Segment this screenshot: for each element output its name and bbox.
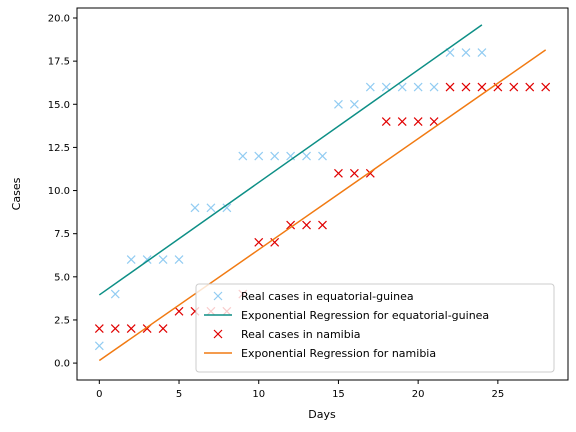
- legend-marker-swatch: [213, 291, 223, 301]
- regression-line-1: [98, 24, 483, 296]
- data-point-series-2: [318, 220, 327, 230]
- y-tick-label: 15.0: [48, 100, 70, 111]
- data-point-series-2: [429, 117, 439, 126]
- x-tick-label: 0: [96, 389, 102, 400]
- y-tick-label: 17.5: [48, 57, 70, 68]
- data-point-series-2: [110, 324, 120, 334]
- data-point-series-0: [477, 48, 487, 57]
- data-point-series-0: [349, 99, 359, 109]
- data-point-series-2: [397, 117, 407, 126]
- data-point-series-2: [94, 324, 104, 334]
- legend-box: [195, 283, 555, 373]
- data-point-series-2: [413, 117, 423, 126]
- data-point-series-2: [509, 82, 519, 92]
- data-point-series-0: [334, 99, 343, 109]
- y-tick-label: 20.0: [48, 14, 70, 25]
- data-point-series-2: [381, 117, 391, 126]
- data-point-series-0: [206, 203, 216, 213]
- data-point-series-2: [286, 220, 296, 230]
- data-point-series-0: [365, 82, 375, 92]
- data-point-series-0: [270, 151, 280, 161]
- legend-item: Exponential Regression for namibia: [204, 347, 436, 360]
- data-point-series-2: [302, 220, 311, 230]
- legend-item: Real cases in equatorial-guinea: [213, 290, 414, 303]
- data-point-series-0: [302, 151, 311, 161]
- y-tick-label: 12.5: [48, 143, 70, 154]
- data-point-series-0: [397, 82, 407, 92]
- data-point-series-0: [318, 151, 327, 161]
- data-point-series-0: [461, 48, 471, 57]
- data-point-series-0: [126, 255, 136, 264]
- data-point-series-0: [110, 289, 120, 299]
- data-point-series-2: [334, 168, 343, 178]
- y-tick-label: 7.5: [54, 229, 70, 240]
- data-point-series-0: [429, 82, 439, 92]
- legend-label: Exponential Regression for equatorial-gu…: [241, 309, 489, 322]
- data-point-series-0: [174, 255, 184, 264]
- data-point-series-2: [461, 82, 471, 92]
- data-point-series-0: [222, 203, 232, 213]
- data-point-series-2: [126, 324, 136, 334]
- legend-item: Real cases in namibia: [213, 328, 361, 341]
- x-tick-label: 10: [252, 389, 265, 400]
- x-tick-label: 25: [491, 389, 504, 400]
- data-point-series-2: [445, 82, 455, 92]
- legend-item: Exponential Regression for equatorial-gu…: [204, 309, 489, 322]
- data-point-series-2: [541, 82, 551, 92]
- regression-line-3: [98, 49, 547, 362]
- data-point-series-2: [158, 324, 168, 334]
- x-tick-label: 20: [412, 389, 425, 400]
- y-tick-label: 10.0: [48, 186, 70, 197]
- data-point-series-0: [190, 203, 200, 213]
- data-point-series-2: [477, 82, 487, 92]
- legend-marker-swatch: [213, 329, 223, 339]
- y-tick-label: 0.0: [54, 359, 70, 370]
- x-axis-label: Days: [308, 408, 336, 421]
- legend: Real cases in equatorial-guinea Exponenti…: [195, 283, 555, 373]
- data-point-series-0: [238, 151, 248, 161]
- data-point-series-2: [525, 82, 535, 92]
- data-point-series-2: [174, 306, 184, 316]
- legend-label: Real cases in namibia: [241, 328, 361, 341]
- data-point-series-0: [254, 151, 264, 161]
- y-tick-label: 2.5: [54, 315, 70, 326]
- y-axis: 0.0 2.5 5.0 7.5 10.0 12.5 15.0 17.5 20.0: [48, 14, 77, 370]
- data-point-series-2: [254, 237, 264, 247]
- data-point-series-2: [349, 168, 359, 178]
- legend-label: Real cases in equatorial-guinea: [241, 290, 414, 303]
- y-tick-label: 5.0: [54, 272, 70, 283]
- x-tick-label: 5: [176, 389, 182, 400]
- x-axis: 0 5 10 15 20 25: [96, 380, 504, 400]
- y-axis-label: Cases: [10, 177, 23, 210]
- data-point-series-0: [413, 82, 423, 92]
- data-point-series-0: [158, 255, 168, 264]
- legend-label: Exponential Regression for namibia: [241, 347, 436, 360]
- data-point-series-0: [94, 341, 104, 351]
- x-tick-label: 15: [332, 389, 345, 400]
